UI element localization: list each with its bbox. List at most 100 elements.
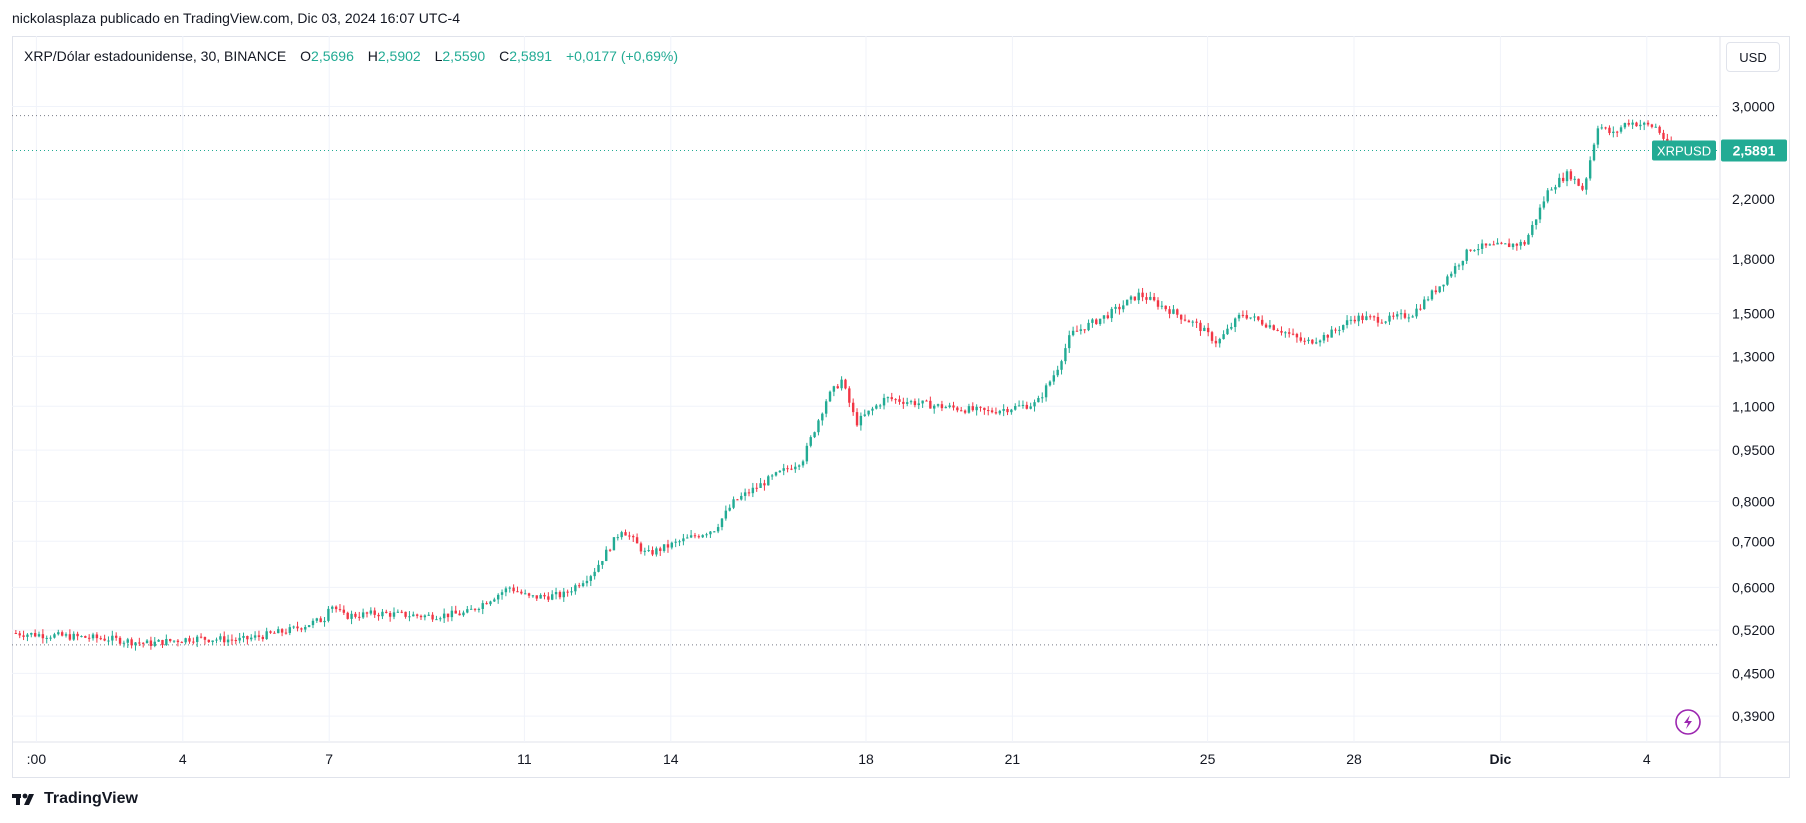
- candle: [1430, 289, 1434, 301]
- candle: [979, 406, 982, 412]
- currency-button[interactable]: USD: [1726, 42, 1780, 72]
- candle: [18, 630, 21, 639]
- candle: [689, 530, 693, 539]
- candle-body: [1334, 329, 1337, 331]
- candle-body: [848, 388, 851, 403]
- candle-body: [508, 587, 511, 589]
- candle-body: [323, 620, 326, 623]
- candle-body: [1627, 123, 1630, 125]
- candle-body: [184, 638, 187, 643]
- candle: [1434, 285, 1438, 295]
- candle: [184, 637, 187, 645]
- candle: [1106, 311, 1110, 320]
- candle: [801, 459, 805, 468]
- candle: [1411, 314, 1414, 318]
- candle-body: [1504, 243, 1507, 245]
- candle-body: [1446, 276, 1449, 285]
- candle: [412, 611, 415, 617]
- y-tick-label: 2,2000: [1732, 191, 1775, 207]
- candle-body: [1156, 300, 1160, 307]
- candle-body: [1612, 131, 1615, 134]
- candle: [1087, 319, 1090, 332]
- candle-body: [64, 634, 68, 636]
- candle: [759, 478, 762, 488]
- candle: [1457, 263, 1461, 271]
- candle: [1191, 320, 1194, 327]
- candle-body: [1376, 316, 1380, 323]
- candle-body: [1322, 334, 1326, 341]
- candle: [998, 409, 1002, 416]
- candle-body: [493, 599, 496, 602]
- candle-body: [1241, 314, 1245, 316]
- candle-body: [331, 606, 334, 609]
- candle-body: [643, 550, 647, 552]
- candle-body: [1253, 316, 1256, 318]
- candle-body: [415, 614, 419, 616]
- candle: [76, 631, 79, 641]
- candle: [1318, 339, 1322, 347]
- candle-body: [431, 614, 434, 620]
- candle-body: [905, 402, 909, 404]
- candle-body: [1307, 339, 1310, 342]
- candle: [1098, 318, 1102, 326]
- candle: [323, 617, 326, 627]
- candle-body: [385, 611, 388, 614]
- candle-body: [1268, 325, 1272, 328]
- candle-body: [192, 641, 195, 643]
- candle: [1021, 400, 1025, 409]
- candle: [103, 634, 106, 642]
- candle: [616, 534, 620, 541]
- candle-body: [589, 576, 592, 581]
- candle-body: [1172, 309, 1175, 314]
- candle: [1017, 400, 1021, 407]
- candle-body: [1021, 404, 1025, 406]
- candle: [1195, 318, 1198, 329]
- candle-body: [1037, 398, 1040, 403]
- candle: [234, 637, 237, 645]
- candle: [1612, 126, 1615, 138]
- candle: [1469, 249, 1472, 252]
- candle-body: [909, 401, 913, 403]
- candle: [427, 612, 430, 616]
- candle: [929, 396, 932, 409]
- candle: [49, 635, 52, 641]
- candle-body: [1654, 126, 1657, 128]
- candle-body: [1353, 319, 1356, 322]
- candle-body: [1523, 241, 1526, 245]
- candle-body: [1631, 122, 1634, 125]
- candle: [624, 529, 627, 536]
- candle-body: [597, 564, 600, 572]
- candle: [1079, 324, 1083, 335]
- candle-body: [1650, 124, 1654, 127]
- candle-body: [1260, 319, 1264, 325]
- lightning-icon[interactable]: [1675, 709, 1701, 735]
- candle-body: [1129, 296, 1133, 300]
- candle: [1071, 326, 1075, 337]
- candle: [1068, 330, 1071, 353]
- candle: [435, 615, 438, 621]
- candle-body: [80, 636, 83, 638]
- candle: [1152, 292, 1156, 302]
- candle-body: [747, 492, 751, 494]
- tradingview-brand[interactable]: TradingView: [12, 790, 138, 808]
- candle-body: [1183, 319, 1187, 321]
- candle: [1465, 248, 1468, 264]
- candle-body: [1048, 381, 1052, 386]
- symbol-title[interactable]: XRP/Dólar estadounidense, 30, BINANCE: [24, 48, 287, 64]
- candle: [535, 595, 538, 601]
- candle: [415, 613, 419, 619]
- candle-body: [122, 642, 126, 644]
- candle-body: [716, 527, 720, 532]
- candle-body: [774, 472, 778, 476]
- candle-body: [1106, 315, 1110, 319]
- open-value: 2,5696: [311, 48, 354, 64]
- candle-body: [867, 410, 870, 415]
- candle-body: [1025, 404, 1029, 409]
- candle: [1334, 327, 1337, 334]
- candle-body: [551, 594, 554, 600]
- candle: [859, 412, 863, 431]
- candle: [346, 611, 349, 620]
- candle: [462, 610, 465, 617]
- candle-body: [442, 613, 446, 619]
